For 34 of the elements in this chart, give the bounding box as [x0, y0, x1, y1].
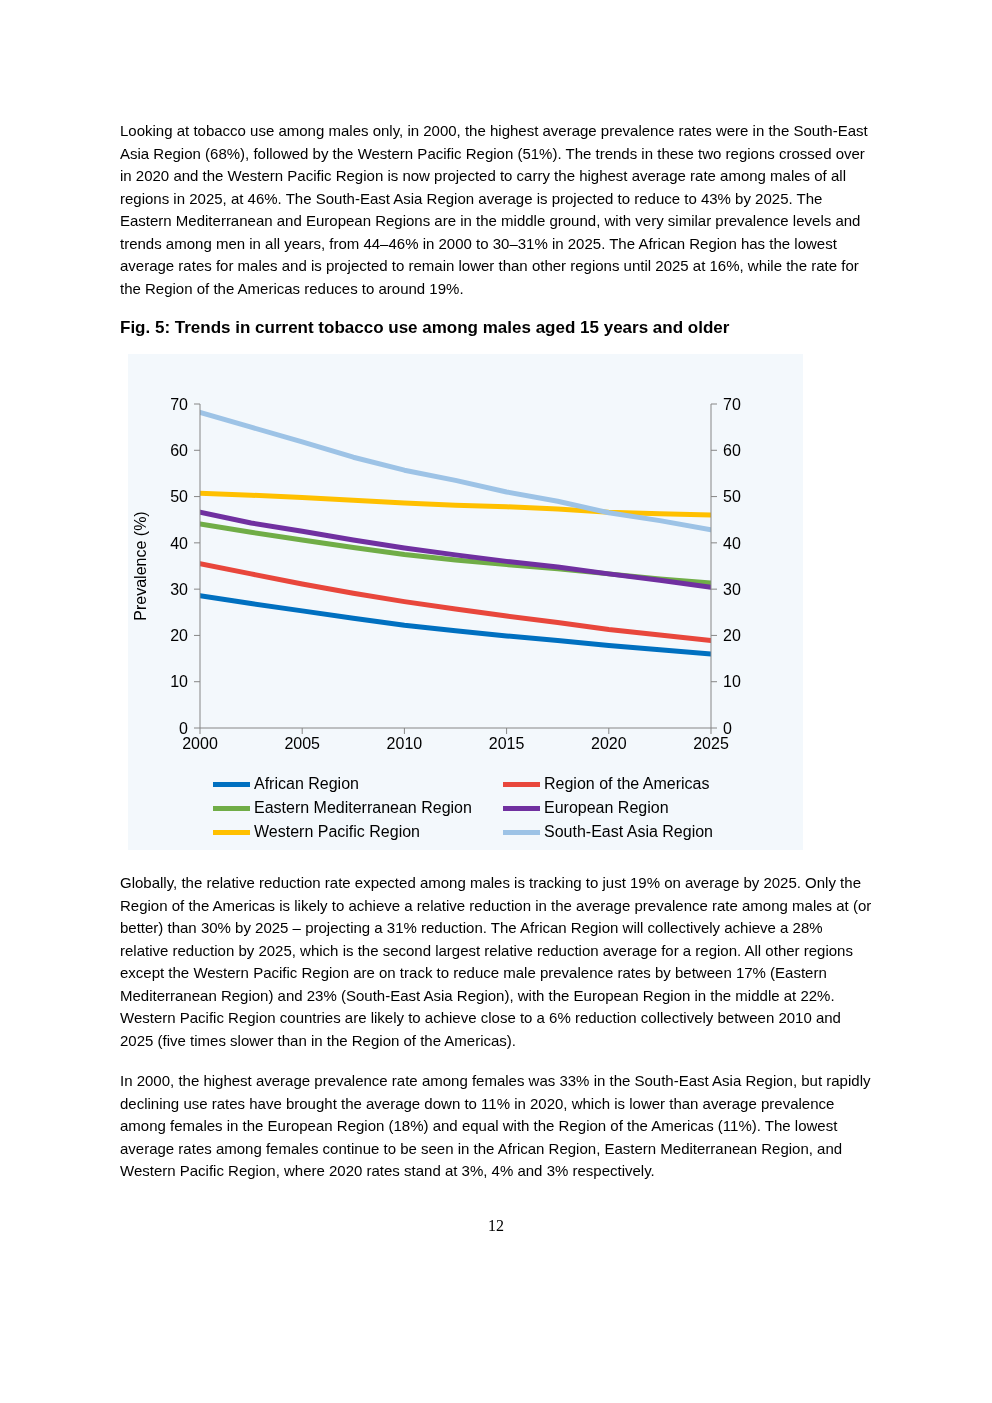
y-tick-label: 10 — [170, 673, 189, 691]
y-tick-label: 70 — [170, 395, 189, 413]
x-tick-label: 2005 — [284, 735, 321, 753]
x-tick-label: 2020 — [591, 735, 627, 753]
y2-tick-label: 40 — [723, 534, 741, 552]
text: Looking at tobacco use among males only, in 2000, the highest average prevalence rates were in the South-East Asia Region (68%), followed by the Western Pacific Region (51%). The trends in these two regions crossed over in 2020 and the Western Pacific Region is now projected to carry the highest average rate among males of all regions in 2025, at 46%. The South-East Asia Region average is projected to reduce to 43% by 2025. The Eastern Mediterranean and European Regions are in the middle ground, with very similar prevalence levels and trends among men in all years, from 44–46% in 2000 to 30–31% in 2025. The African Region has the lowest average rates for males and is projected to remain lower than other regions until 2025 at 16%, while the rate for the Region of the Americas reduces to around 19%. — [120, 121, 869, 299]
y2-tick-label: 60 — [723, 441, 741, 459]
legend-label: Eastern Mediterranean Region — [254, 799, 472, 817]
x-tick-label: 2015 — [488, 735, 525, 753]
y-tick-label: 30 — [170, 580, 189, 598]
y2-tick-label: 0 — [723, 719, 732, 737]
x-tick-label: 2000 — [182, 735, 218, 753]
y-tick-label: 50 — [170, 488, 189, 506]
y2-tick-label: 20 — [723, 627, 741, 645]
x-tick-label: 2025 — [693, 735, 729, 753]
y2-tick-label: 50 — [723, 488, 741, 506]
chart-title: Fig. 5: Trends in current tobacco use among males aged 15 years and older — [120, 318, 731, 338]
y-tick-label: 40 — [170, 534, 189, 552]
y2-tick-label: 30 — [723, 580, 741, 598]
text: Globally, the relative reduction rate expected among males is tracking to just 19% on average by 2025. Only the Region of the Americas is likely to achieve a relative reduction in the average prevalence rate among males at (or better) than 30% by 2025 – projecting a 31% reduction. The African Region will collectively achieve a 28% relative reduction by 2025, which is the second largest relative reduction average for a region. All other regions except the Western Pacific Region are on track to reduce male prevalence rates by between 17% (Eastern Mediterranean Region) and 23% (South-East Asia Region), with the European Region in the middle at 22%. Western Pacific Region countries are likely to achieve close to a 6% reduction collectively between 2010 and 2025 (five times slower than in the Region of the Americas). — [120, 873, 872, 1051]
legend-label: Region of the Americas — [544, 775, 710, 793]
legend-label: Western Pacific Region — [254, 823, 420, 841]
legend-label: European Region — [544, 799, 669, 817]
x-tick-label: 2010 — [386, 735, 423, 753]
text: 12 — [487, 1216, 505, 1235]
y-tick-label: 60 — [170, 441, 189, 459]
y2-tick-label: 10 — [723, 673, 741, 691]
y-tick-label: 0 — [179, 719, 189, 737]
legend-label: African Region — [254, 775, 359, 793]
text: In 2000, the highest average prevalence rate among females was 33% in the South-East Asia Region, but rapidly declining use rates have brought the average down to 11% in 2020, which is lower than average prevalence among females in the European Region (18%) and equal with the Region of the Americas (11%). The lowest average rates among females continue to be seen in the African Region, Eastern Mediterranean Region, and Western Pacific Region, where 2020 rates stand at 3%, 4% and 3% respectively. — [120, 1071, 872, 1181]
y-tick-label: 20 — [170, 627, 189, 645]
y2-tick-label: 70 — [723, 395, 741, 413]
legend-label: South-East Asia Region — [544, 823, 713, 841]
y-axis-title: Prevalence (%) — [131, 511, 149, 621]
